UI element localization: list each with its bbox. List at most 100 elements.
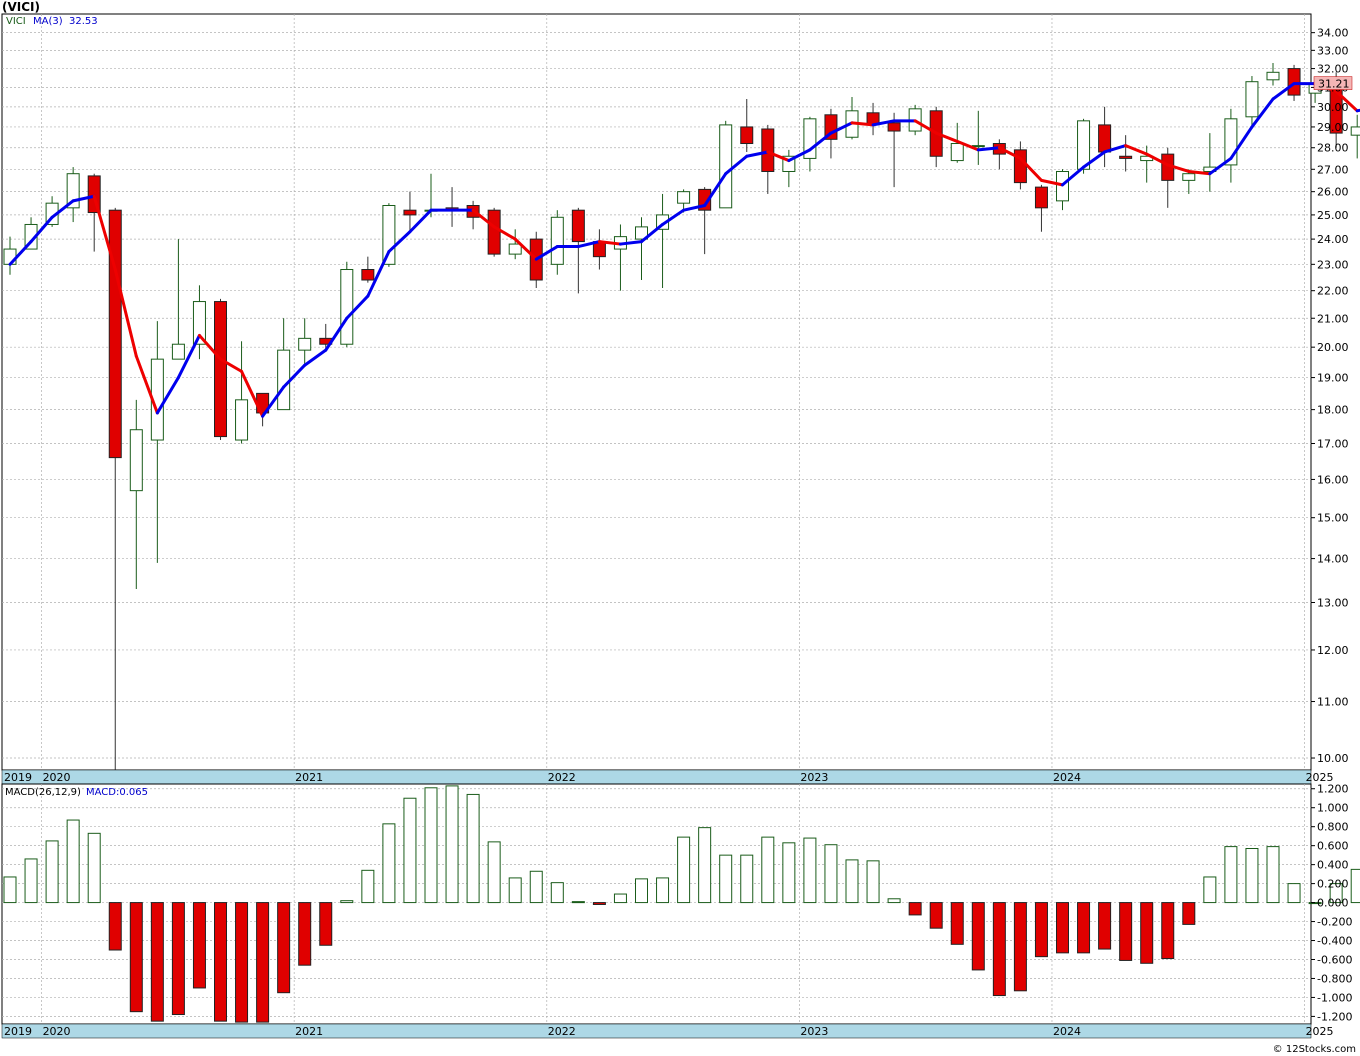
ma-segment [219, 357, 244, 373]
ma-segment [1208, 156, 1233, 176]
price-tick-label: 29.00 [1317, 121, 1349, 134]
price-tick-label: 20.00 [1317, 341, 1349, 354]
macd-tick-label: 0.800 [1317, 821, 1349, 834]
macd-year-labels: 2019 2020 2021 2022 2023 2024 2025 [4, 1025, 1334, 1038]
macd-bar-positive [1350, 868, 1360, 904]
macd-bar-positive [761, 836, 775, 904]
ma-segment [240, 369, 265, 418]
ma-segment [1082, 150, 1107, 169]
ma-segment [1187, 169, 1212, 176]
ma-segment [324, 316, 349, 352]
macd-legend-value: MACD:0.065 [86, 787, 148, 798]
candle-up [1182, 173, 1196, 181]
price-tick-label: 15.00 [1317, 512, 1349, 525]
ma-segment [576, 240, 601, 249]
ma-segment [345, 294, 370, 320]
ma-segment [1334, 89, 1359, 113]
ma-segment [808, 131, 833, 152]
candle-down [403, 209, 417, 216]
price-tick-label: 23.00 [1317, 258, 1349, 271]
candle-down [887, 122, 901, 132]
ma-segment [829, 121, 854, 135]
ma-segment [1124, 144, 1149, 156]
candle-down [1034, 186, 1048, 209]
macd-bar-negative [929, 902, 943, 929]
ma-segment [618, 240, 643, 246]
macd-bar-positive [887, 898, 901, 904]
year-label: 2025 [1306, 771, 1334, 784]
ma-segment [1250, 97, 1275, 129]
price-tick-label: 32.00 [1317, 63, 1349, 76]
macd-bar-positive [1245, 848, 1259, 904]
candle-down [487, 209, 501, 255]
macd-bar-positive [740, 854, 754, 904]
price-tick-label: 22.00 [1317, 285, 1349, 298]
macd-bar-positive [3, 876, 17, 904]
ma-segment [955, 139, 980, 152]
candle-down [1098, 124, 1112, 153]
candle-down [571, 209, 585, 243]
macd-bar-negative [277, 902, 291, 994]
macd-bar-positive [1224, 846, 1238, 904]
macd-bar-positive [424, 787, 438, 904]
candle-down [108, 209, 122, 459]
macd-bar-negative [1140, 902, 1154, 964]
candle-down [761, 128, 775, 172]
candle-up [1077, 120, 1091, 170]
price-year-band [1, 769, 1312, 785]
year-label: 2020 [43, 1025, 71, 1038]
macd-bar-positive [1308, 902, 1322, 905]
year-label: 2023 [800, 1025, 828, 1038]
last-price-badge [1313, 76, 1353, 90]
ma-segment [640, 222, 665, 244]
legend-ma-value: 32.53 [69, 16, 98, 27]
macd-bar-positive [656, 877, 670, 904]
macd-bar-negative [1056, 902, 1069, 954]
chart-title: (VICI) [2, 0, 40, 14]
candle-down [214, 301, 227, 438]
macd-bar-positive [87, 832, 101, 904]
macd-bar-positive [845, 859, 859, 904]
macd-y-axis: 1.200 1.000 0.800 0.600 0.400 0.200 0.000 -0.20… [1311, 783, 1352, 1023]
ma-segment [1271, 82, 1296, 101]
ma-segment [261, 385, 286, 418]
macd-tick-label: -0.200 [1317, 916, 1352, 929]
macd-tick-label: 1.200 [1317, 783, 1349, 796]
ma-segment [282, 363, 307, 389]
candle-up [719, 124, 733, 209]
macd-bar-negative [150, 902, 164, 1022]
macd-bar-positive [45, 840, 59, 904]
macd-bar-positive [571, 901, 585, 904]
legend-symbol: VICI [6, 16, 26, 27]
ma-segment [387, 230, 412, 254]
macd-bars [3, 785, 1360, 1023]
macd-bar-positive [508, 877, 522, 904]
year-label: 2021 [295, 1025, 323, 1038]
macd-bar-positive [866, 860, 880, 904]
ma-segment [366, 250, 391, 298]
year-label: 2020 [43, 771, 71, 784]
ma-segment [134, 354, 159, 415]
macd-bar-negative [908, 902, 922, 916]
ma-segment [534, 245, 559, 261]
candle-up [298, 337, 312, 351]
ma-segment [471, 208, 496, 229]
macd-bar-positive [613, 893, 627, 904]
macd-bar-negative [1013, 902, 1027, 992]
ma-segment [113, 268, 138, 358]
macd-bar-negative [992, 902, 1006, 997]
ma-segment [408, 208, 433, 234]
ma-segment [913, 119, 938, 135]
price-grid [2, 14, 1311, 770]
candle-up [635, 226, 648, 240]
candle-down [740, 126, 754, 145]
macd-bar-negative [171, 902, 185, 1016]
ma-segment [1166, 163, 1191, 173]
price-tick-label: 13.00 [1317, 597, 1349, 610]
macd-bar-positive [635, 878, 648, 904]
macd-bar-negative [108, 902, 122, 951]
macd-tick-label: 0.200 [1317, 878, 1349, 891]
price-candles [3, 63, 1360, 770]
price-year-labels: 2019 2020 2021 2022 2023 2024 2025 [4, 771, 1334, 784]
